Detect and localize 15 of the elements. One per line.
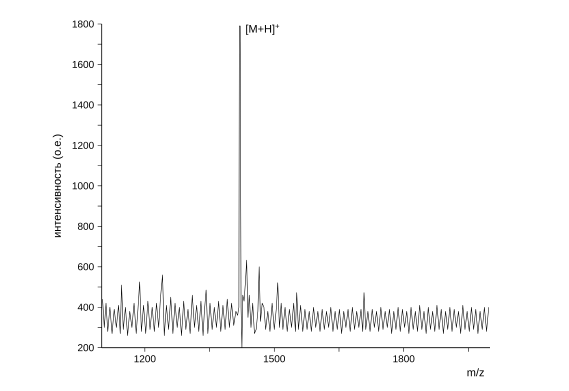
x-tick-label: 1500: [264, 355, 286, 362]
y-tick-label: 1400: [72, 101, 94, 108]
y-tick-label: 1600: [72, 60, 94, 68]
y-tick-label: 200: [78, 344, 94, 352]
y-tick-label: 1800: [72, 20, 94, 28]
y-axis-title: интенсивность (о.е.): [52, 134, 64, 238]
x-tick-label: 1200: [134, 355, 156, 362]
y-tick-label: 600: [78, 263, 94, 270]
x-axis-title: m/z: [467, 368, 484, 376]
x-tick-label: 1800: [393, 355, 414, 362]
y-tick-label: 800: [78, 222, 94, 230]
y-tick-label: 1200: [72, 142, 94, 149]
y-tick-label: 400: [78, 304, 94, 311]
annotation: [M+H]$^{+}$: [246, 24, 280, 35]
y-tick-label: 1000: [72, 182, 94, 190]
